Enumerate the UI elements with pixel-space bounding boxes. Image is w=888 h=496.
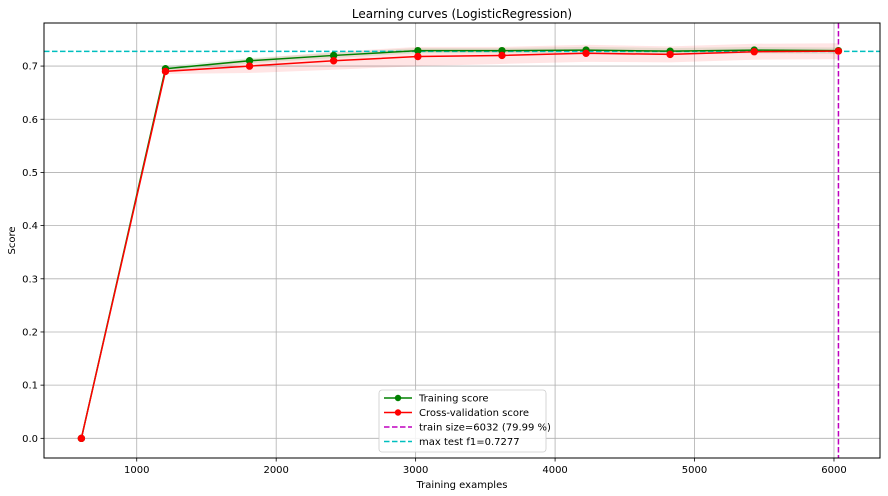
data-point <box>245 62 254 70</box>
x-tick-label: 6000 <box>821 465 846 476</box>
series-line <box>80 49 839 439</box>
legend: Training score Cross-validation score trai… <box>378 389 551 453</box>
x-tick-label: 4000 <box>542 465 567 476</box>
axis-ticks: 1000 2000 3000 4000 5000 6000 0.0 0.1 0.2 0.3 0.4 0… <box>22 62 847 476</box>
legend-label: max test f1=0.7277 <box>419 437 520 448</box>
plot-area-frame <box>43 22 881 459</box>
data-point <box>498 51 506 60</box>
y-tick-label: 0.6 <box>22 115 38 126</box>
data-point <box>750 48 758 56</box>
y-tick-label: 0.5 <box>22 168 38 179</box>
legend-label: train size=6032 (79.99 %) <box>419 423 551 434</box>
y-tick-label: 0.1 <box>22 381 38 392</box>
data-point <box>582 49 590 58</box>
legend-label: Cross-validation score <box>419 408 529 419</box>
x-tick-label: 3000 <box>403 465 428 476</box>
legend-swatch-marker <box>394 409 402 416</box>
y-tick-label: 0.3 <box>22 274 38 285</box>
legend-label: Training score <box>418 394 489 405</box>
data-point <box>77 434 86 443</box>
data-point <box>414 52 422 61</box>
y-tick-label: 0.0 <box>22 434 38 445</box>
grid <box>44 23 880 458</box>
data-point <box>329 57 338 65</box>
series-line <box>80 50 839 439</box>
data-point <box>161 67 170 76</box>
x-tick-label: 5000 <box>682 465 707 476</box>
data-point <box>834 47 843 55</box>
x-tick-label: 1000 <box>124 465 149 476</box>
legend-box <box>378 389 547 453</box>
x-axis-label: Training examples <box>416 480 508 491</box>
y-tick-label: 0.2 <box>22 327 38 338</box>
series-lines <box>77 46 843 443</box>
y-axis-label: Score <box>7 226 18 254</box>
legend-swatch-marker <box>394 394 402 402</box>
chart-title: Learning curves (LogisticRegression) <box>352 7 572 21</box>
data-point <box>666 50 674 59</box>
x-tick-label: 2000 <box>263 465 288 476</box>
y-tick-label: 0.7 <box>22 62 38 73</box>
y-tick-label: 0.4 <box>22 221 38 232</box>
